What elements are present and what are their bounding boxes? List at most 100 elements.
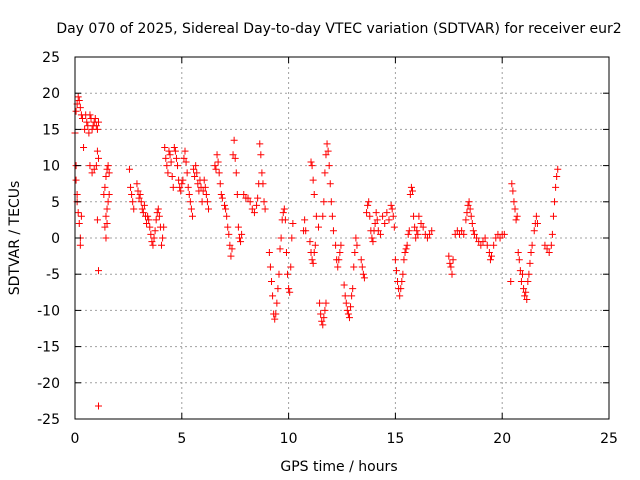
data-point [365, 198, 373, 206]
data-point [515, 256, 523, 264]
data-point [403, 241, 411, 249]
data-point [321, 306, 329, 314]
data-point [390, 223, 398, 231]
data-point [105, 191, 113, 199]
data-point [92, 162, 100, 170]
data-point [312, 212, 320, 220]
data-point [398, 277, 406, 285]
data-point [336, 248, 344, 256]
data-point [256, 140, 264, 148]
data-point [274, 285, 282, 293]
data-point [103, 220, 111, 228]
data-point [74, 93, 82, 101]
data-point [289, 220, 297, 228]
data-point [392, 267, 400, 275]
data-point [337, 241, 345, 249]
data-point [143, 220, 151, 228]
data-point [216, 180, 224, 188]
data-point [340, 281, 348, 289]
data-point [318, 317, 326, 325]
data-point [307, 158, 315, 166]
data-point [192, 162, 200, 170]
data-point [334, 263, 342, 271]
data-point [94, 118, 102, 126]
data-point [366, 212, 374, 220]
data-point [282, 248, 290, 256]
data-point [371, 220, 379, 228]
data-point [490, 241, 498, 249]
data-point [75, 96, 83, 104]
data-point [169, 183, 177, 191]
data-point [281, 216, 289, 224]
data-point [93, 125, 101, 133]
data-point [319, 212, 327, 220]
x-tick-label: 10 [280, 431, 298, 447]
data-point [383, 209, 391, 217]
data-point [320, 314, 328, 322]
data-point [176, 183, 184, 191]
data-point [311, 241, 319, 249]
data-point [127, 183, 135, 191]
data-point [257, 151, 265, 159]
data-point [244, 194, 252, 202]
data-point [233, 191, 241, 199]
data-point [309, 176, 317, 184]
data-point [406, 191, 414, 199]
x-tick-label: 25 [600, 431, 618, 447]
data-point [553, 172, 561, 180]
data-point [350, 263, 358, 271]
data-point [468, 220, 476, 228]
data-point [445, 252, 453, 260]
y-tick-label: -25 [37, 412, 60, 428]
data-point [102, 212, 110, 220]
data-point [246, 198, 254, 206]
data-point [258, 169, 266, 177]
data-point [284, 270, 292, 278]
data-point [162, 154, 170, 162]
data-point [266, 263, 274, 271]
data-point [554, 165, 562, 173]
data-point [319, 321, 327, 329]
data-point [308, 256, 316, 264]
x-axis-ticks: 0 5 10 15 20 25 [71, 57, 618, 447]
data-point [223, 212, 231, 220]
data-points [71, 93, 562, 410]
data-point [159, 234, 167, 242]
data-point [172, 154, 180, 162]
data-point [152, 216, 160, 224]
data-point [80, 144, 88, 151]
data-point [276, 245, 284, 253]
data-point [149, 241, 157, 249]
data-point [137, 198, 145, 206]
data-point [310, 248, 318, 256]
data-point [145, 216, 153, 224]
data-point [224, 223, 232, 231]
data-point [76, 104, 84, 112]
data-point [479, 238, 487, 246]
y-tick-label: -15 [37, 340, 60, 356]
data-point [516, 267, 524, 275]
data-point [512, 216, 520, 224]
data-point [514, 248, 522, 256]
data-point [144, 212, 152, 220]
data-point [323, 140, 331, 148]
data-point [507, 277, 515, 285]
y-axis-ticks: -25 -20 -15 -10 -5 0 5 10 15 20 25 [37, 50, 609, 428]
data-point [182, 158, 190, 166]
data-point [150, 234, 158, 242]
data-point [310, 191, 318, 199]
data-point [217, 191, 225, 199]
data-point [101, 223, 109, 231]
data-point [183, 169, 191, 177]
data-point [105, 169, 113, 177]
y-tick-label: 10 [42, 159, 60, 175]
data-point [324, 147, 332, 155]
data-point [327, 198, 335, 206]
data-point [226, 241, 234, 249]
data-point [140, 201, 148, 209]
data-point [72, 107, 80, 115]
data-point [232, 169, 240, 177]
data-point [104, 162, 112, 170]
data-point [391, 256, 399, 264]
data-point [103, 205, 111, 213]
